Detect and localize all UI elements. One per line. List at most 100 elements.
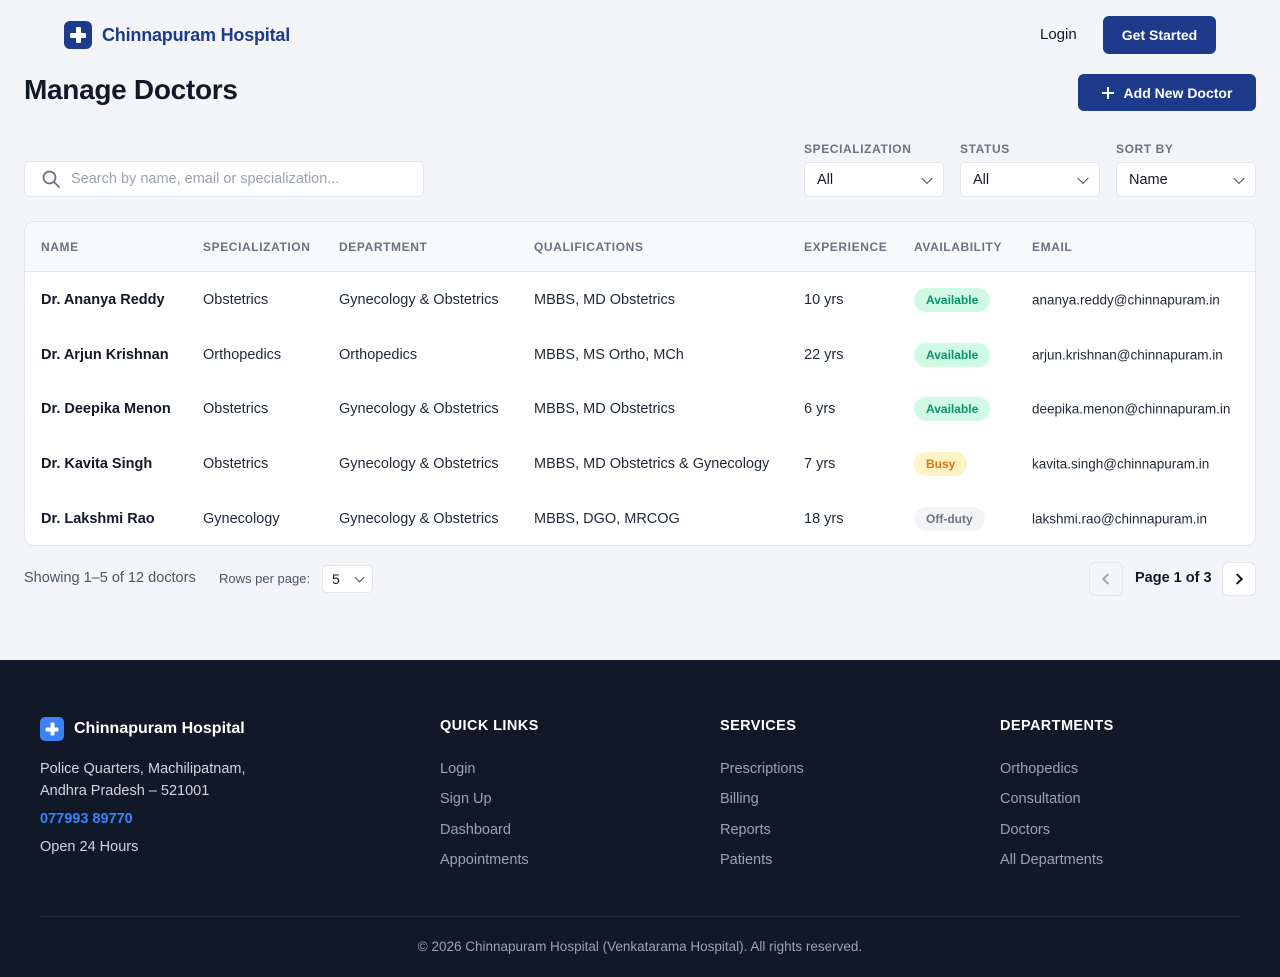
chevron-right-icon (1231, 573, 1244, 585)
table-row[interactable]: Dr. Kavita Singh Obstetrics Gynecology &… (25, 436, 1255, 491)
doctor-specialization: Obstetrics (203, 400, 269, 417)
top-navigation: Chinnapuram Hospital Login Get Started (0, 0, 1280, 70)
footer-brand[interactable]: Chinnapuram Hospital (40, 717, 245, 741)
doctor-department: Gynecology & Obstetrics (339, 400, 499, 417)
doctor-department: Gynecology & Obstetrics (339, 291, 499, 308)
page-info: Page 1 of 3 (1135, 570, 1212, 586)
doctor-qualifications: MBBS, MD Obstetrics (534, 400, 675, 417)
footer-address: Police Quarters, Machilipatnam, Andhra P… (40, 758, 246, 802)
showing-count: Showing 1–5 of 12 doctors (24, 570, 196, 586)
services-title: SERVICES (720, 718, 797, 734)
doctor-name[interactable]: Dr. Ananya Reddy (41, 291, 165, 308)
doctor-specialization: Obstetrics (203, 455, 269, 472)
rows-per-page-value: 5 (332, 571, 340, 587)
sort-by-select-value: Name (1129, 171, 1168, 188)
doctor-name[interactable]: Dr. Lakshmi Rao (41, 510, 155, 527)
chevron-down-icon (1077, 172, 1089, 184)
departments-title: DEPARTMENTS (1000, 718, 1114, 734)
specialization-select[interactable]: All (804, 162, 944, 197)
doctor-qualifications: MBBS, MD Obstetrics (534, 291, 675, 308)
doctors-table: NAME SPECIALIZATION DEPARTMENT QUALIFICA… (24, 221, 1256, 546)
page-title: Manage Doctors (24, 74, 238, 105)
medical-cross-icon (64, 21, 92, 49)
table-row[interactable]: Dr. Arjun Krishnan Orthopedics Orthopedi… (25, 327, 1255, 382)
add-new-doctor-label: Add New Doctor (1123, 84, 1233, 101)
doctor-email: lakshmi.rao@chinnapuram.in (1032, 511, 1208, 526)
availability-badge: Available (914, 396, 991, 421)
chevron-down-icon (1233, 172, 1245, 184)
doctor-email: ananya.reddy@chinnapuram.in (1032, 292, 1220, 307)
sort-by-select[interactable]: Name (1116, 162, 1256, 197)
specialization-filter-label: SPECIALIZATION (804, 142, 912, 156)
chevron-down-icon (354, 572, 365, 583)
footer-link-appointments[interactable]: Appointments (440, 852, 529, 868)
doctor-name[interactable]: Dr. Kavita Singh (41, 455, 153, 472)
status-select[interactable]: All (960, 162, 1100, 197)
doctor-experience: 7 yrs (804, 455, 836, 472)
footer-phone-link[interactable]: 077993 89770 (40, 811, 133, 827)
footer: Chinnapuram Hospital Police Quarters, Ma… (0, 660, 1280, 977)
get-started-button[interactable]: Get Started (1103, 16, 1216, 54)
chevron-left-icon (1101, 573, 1114, 585)
column-header-availability[interactable]: AVAILABILITY (914, 240, 1003, 254)
footer-link-consultation[interactable]: Consultation (1000, 791, 1081, 807)
column-header-specialization[interactable]: SPECIALIZATION (203, 240, 311, 254)
column-header-email[interactable]: EMAIL (1032, 240, 1073, 254)
availability-badge: Off-duty (914, 506, 985, 531)
doctor-email: arjun.krishnan@chinnapuram.in (1032, 347, 1223, 362)
doctor-experience: 22 yrs (804, 346, 844, 363)
column-header-experience[interactable]: EXPERIENCE (804, 240, 888, 254)
footer-brand-name: Chinnapuram Hospital (74, 720, 245, 737)
doctor-name[interactable]: Dr. Arjun Krishnan (41, 346, 169, 363)
column-header-name[interactable]: NAME (41, 240, 79, 254)
search-box (24, 161, 424, 197)
search-icon (42, 170, 60, 188)
footer-divider (40, 916, 1240, 917)
table-row[interactable]: Dr. Ananya Reddy Obstetrics Gynecology &… (25, 272, 1255, 327)
footer-link-all-departments[interactable]: All Departments (1000, 852, 1104, 868)
doctor-department: Orthopedics (339, 346, 418, 363)
table-header: NAME SPECIALIZATION DEPARTMENT QUALIFICA… (25, 222, 1255, 272)
search-input[interactable] (71, 171, 401, 187)
availability-badge: Available (914, 342, 991, 367)
availability-badge: Busy (914, 451, 968, 476)
copyright: © 2026 Chinnapuram Hospital (Venkatarama… (417, 939, 863, 954)
doctor-experience: 18 yrs (804, 510, 844, 527)
rows-per-page-label: Rows per page: (219, 571, 311, 586)
footer-link-reports[interactable]: Reports (720, 822, 771, 838)
login-link[interactable]: Login (1040, 26, 1077, 43)
footer-link-dashboard[interactable]: Dashboard (440, 822, 511, 838)
doctor-department: Gynecology & Obstetrics (339, 455, 499, 472)
previous-page-button[interactable] (1089, 562, 1123, 596)
footer-link-sign-up[interactable]: Sign Up (440, 791, 492, 807)
footer-link-prescriptions[interactable]: Prescriptions (720, 761, 804, 777)
rows-per-page-select[interactable]: 5 (322, 565, 373, 593)
table-row[interactable]: Dr. Deepika Menon Obstetrics Gynecology … (25, 381, 1255, 436)
doctor-department: Gynecology & Obstetrics (339, 510, 499, 527)
doctor-qualifications: MBBS, MS Ortho, MCh (534, 346, 684, 363)
doctor-specialization: Gynecology (203, 510, 280, 527)
footer-link-patients[interactable]: Patients (720, 852, 773, 868)
doctor-qualifications: MBBS, DGO, MRCOG (534, 510, 680, 527)
doctor-name[interactable]: Dr. Deepika Menon (41, 400, 171, 417)
footer-link-billing[interactable]: Billing (720, 791, 759, 807)
plus-icon (1101, 86, 1114, 99)
doctor-email: deepika.menon@chinnapuram.in (1032, 401, 1231, 416)
brand-name: Chinnapuram Hospital (102, 24, 291, 45)
footer-link-doctors[interactable]: Doctors (1000, 822, 1050, 838)
table-row[interactable]: Dr. Lakshmi Rao Gynecology Gynecology & … (25, 491, 1255, 545)
doctor-specialization: Orthopedics (203, 346, 282, 363)
doctor-experience: 6 yrs (804, 400, 836, 417)
next-page-button[interactable] (1222, 562, 1256, 596)
footer-link-login[interactable]: Login (440, 761, 476, 777)
footer-link-orthopedics[interactable]: Orthopedics (1000, 761, 1079, 777)
doctor-experience: 10 yrs (804, 291, 844, 308)
column-header-qualifications[interactable]: QUALIFICATIONS (534, 240, 644, 254)
availability-badge: Available (914, 287, 991, 312)
chevron-down-icon (921, 172, 933, 184)
column-header-department[interactable]: DEPARTMENT (339, 240, 428, 254)
brand[interactable]: Chinnapuram Hospital (64, 21, 290, 49)
doctor-specialization: Obstetrics (203, 291, 269, 308)
medical-cross-icon (40, 717, 64, 741)
add-new-doctor-button[interactable]: Add New Doctor (1078, 74, 1256, 111)
